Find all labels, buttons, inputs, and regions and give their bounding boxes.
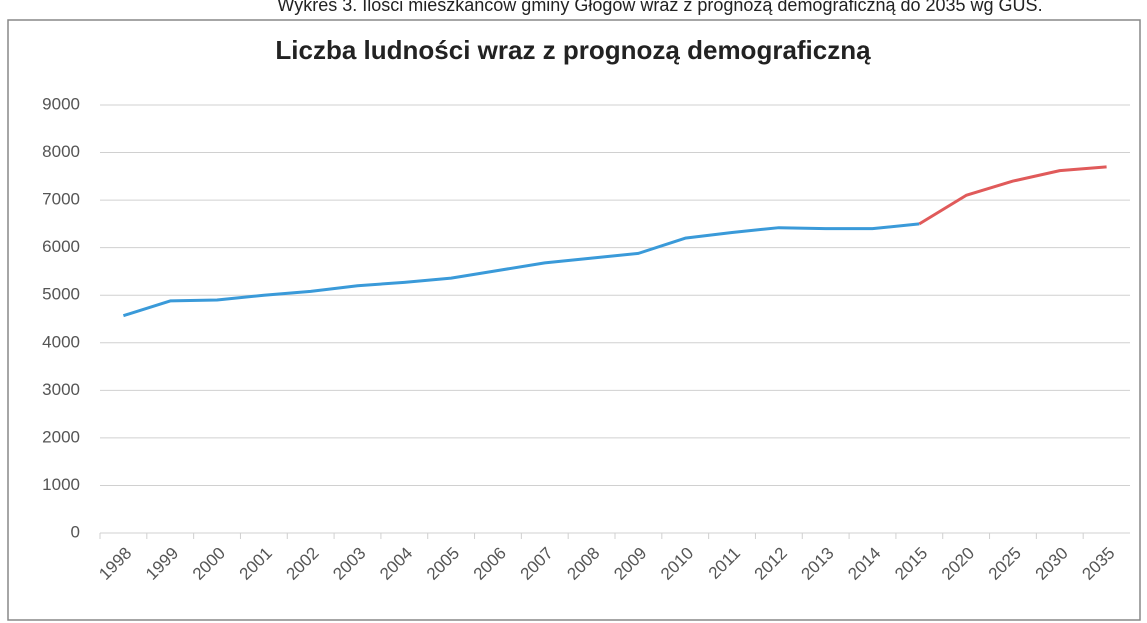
y-tick-label: 1000 bbox=[42, 475, 80, 494]
y-tick-label: 6000 bbox=[42, 237, 80, 256]
chart-title: Liczba ludności wraz z prognozą demograf… bbox=[275, 35, 871, 65]
y-tick-label: 2000 bbox=[42, 427, 80, 446]
series-line bbox=[122, 222, 920, 318]
y-tick-label: 8000 bbox=[42, 142, 80, 161]
y-tick-label: 0 bbox=[71, 522, 80, 541]
series-line bbox=[918, 165, 1107, 226]
chart-frame bbox=[7, 19, 1141, 621]
y-tick-label: 9000 bbox=[42, 94, 80, 113]
caption: Wykres 3. Ilości mieszkańców gminy Głogó… bbox=[277, 0, 1042, 15]
y-tick-label: 7000 bbox=[42, 190, 80, 209]
y-tick-label: 5000 bbox=[42, 285, 80, 304]
y-tick-label: 3000 bbox=[42, 380, 80, 399]
y-tick-label: 4000 bbox=[42, 332, 80, 351]
